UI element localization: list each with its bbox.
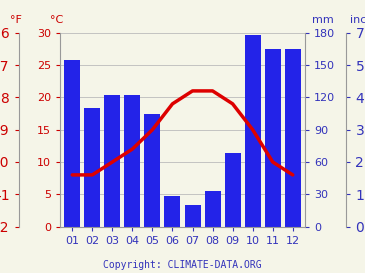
Bar <box>145 114 161 227</box>
Text: Copyright: CLIMATE-DATA.ORG: Copyright: CLIMATE-DATA.ORG <box>103 260 262 270</box>
Bar <box>104 95 120 227</box>
Bar <box>245 35 261 227</box>
Text: °F: °F <box>11 14 22 25</box>
Bar <box>124 95 141 227</box>
Bar <box>204 191 220 227</box>
Text: °C: °C <box>50 14 63 25</box>
Bar <box>64 60 80 227</box>
Bar <box>224 153 241 227</box>
Bar <box>265 49 281 227</box>
Bar <box>165 197 181 227</box>
Bar <box>84 108 100 227</box>
Text: mm: mm <box>312 14 334 25</box>
Text: inch: inch <box>350 14 365 25</box>
Bar <box>285 49 301 227</box>
Bar <box>184 205 200 227</box>
